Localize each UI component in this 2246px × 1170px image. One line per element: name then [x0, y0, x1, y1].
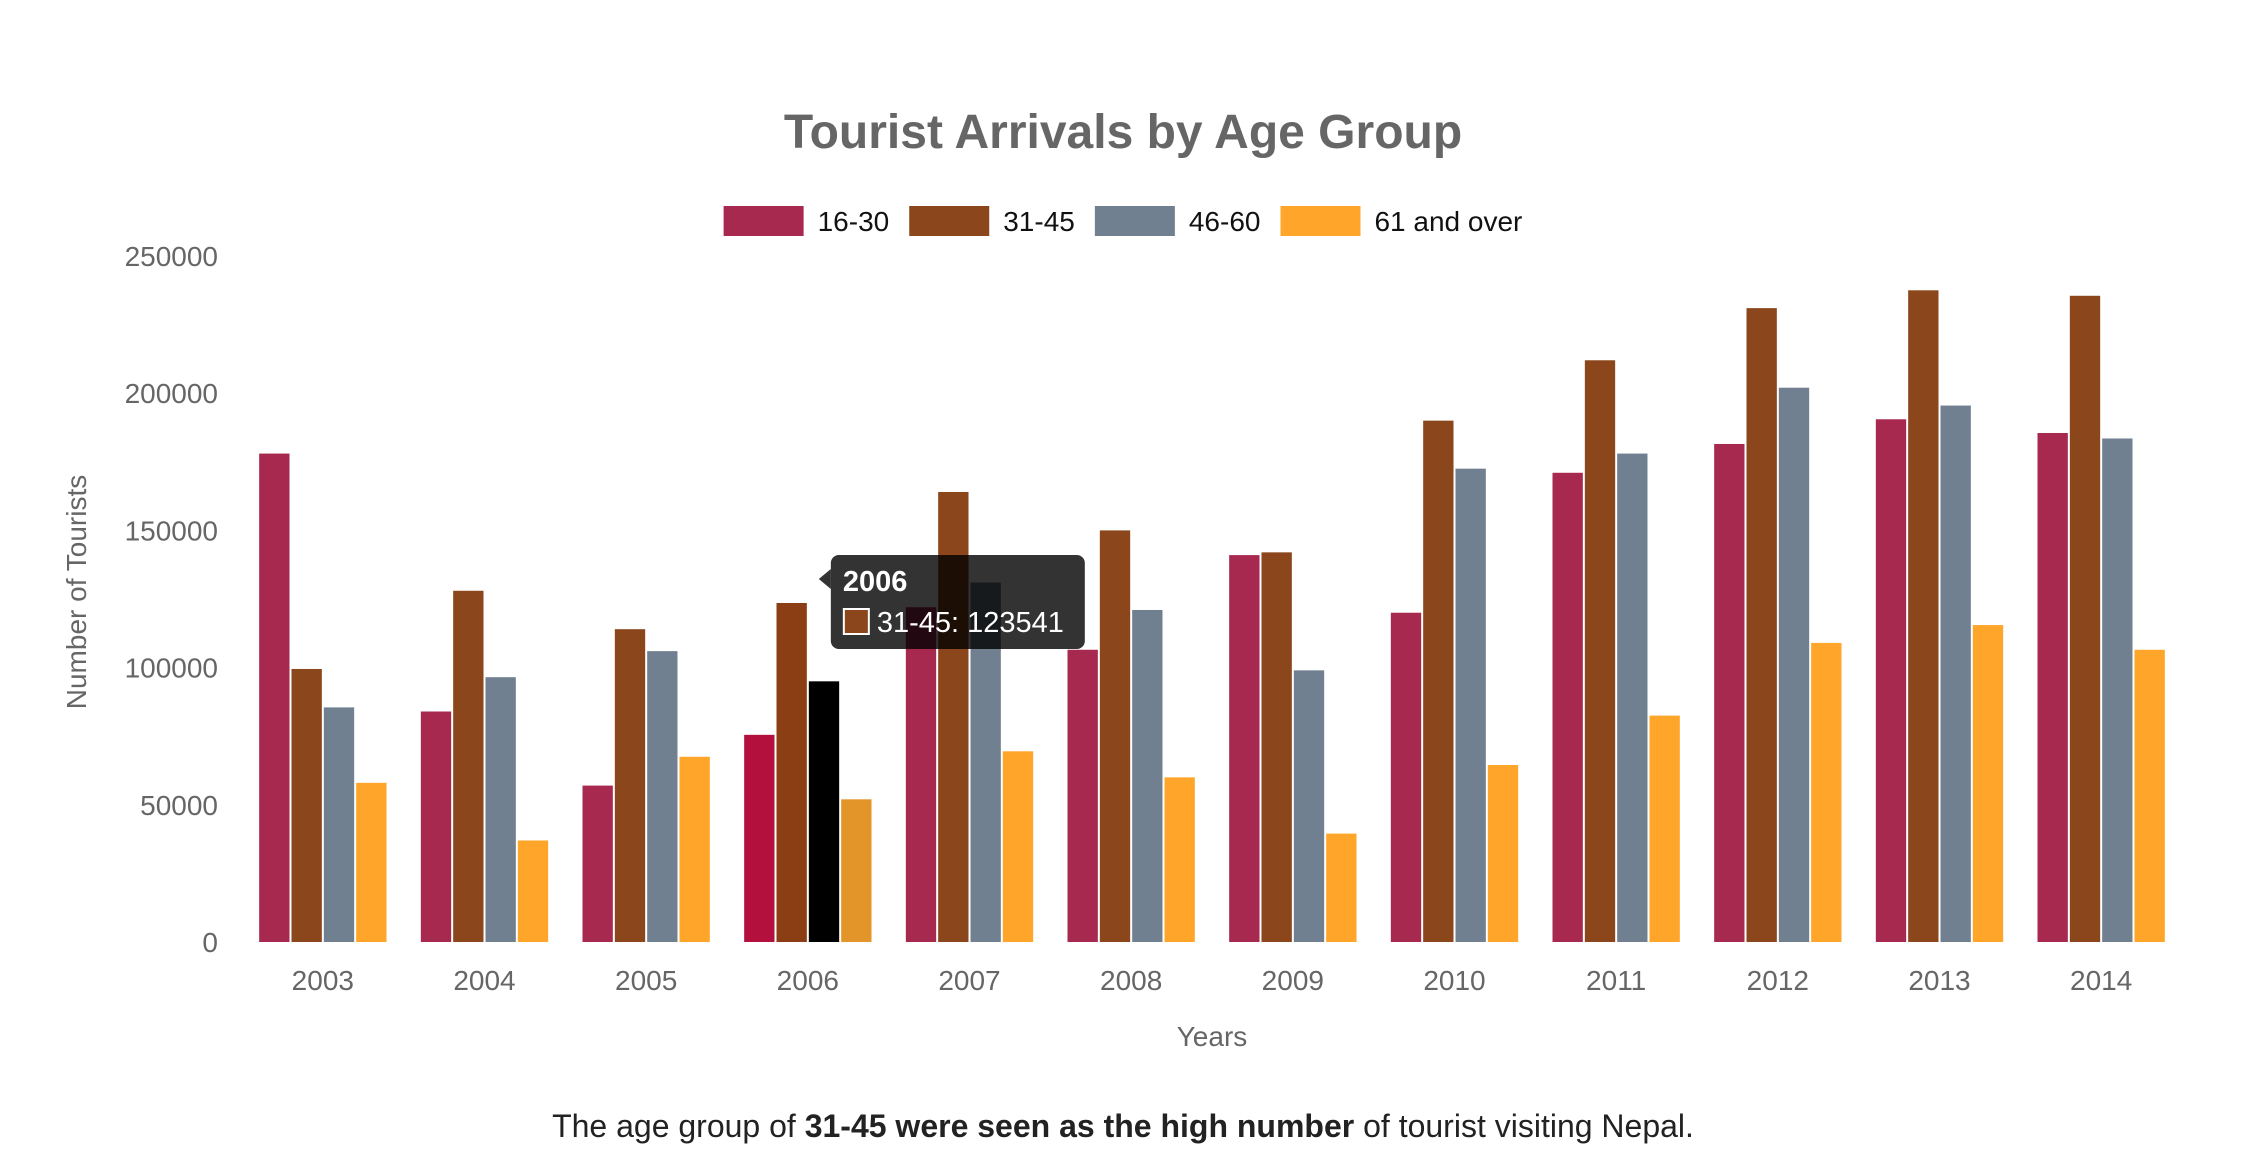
- x-tick-label: 2007: [938, 965, 1000, 996]
- bar[interactable]: [841, 799, 872, 942]
- bar[interactable]: [323, 707, 355, 942]
- legend-swatch: [1094, 206, 1175, 236]
- bar[interactable]: [1908, 290, 1939, 942]
- x-tick-label: 2003: [292, 965, 354, 996]
- x-axis-title: Years: [1177, 1021, 1248, 1052]
- bar[interactable]: [485, 677, 516, 942]
- bar[interactable]: [1099, 530, 1131, 942]
- bar[interactable]: [1229, 555, 1260, 942]
- bar[interactable]: [1067, 649, 1098, 942]
- bar[interactable]: [1132, 609, 1163, 942]
- caption-prefix: The age group of: [552, 1108, 805, 1144]
- legend-swatch: [909, 206, 990, 236]
- legend: 16-30 31-45 46-60 61 and over: [723, 206, 1522, 237]
- bar[interactable]: [614, 629, 646, 942]
- bar[interactable]: [2037, 432, 2068, 942]
- y-tick-label: 50000: [140, 790, 218, 821]
- chart-title: Tourist Arrivals by Age Group: [784, 106, 1462, 159]
- bar[interactable]: [2102, 438, 2133, 942]
- bar[interactable]: [905, 607, 937, 942]
- y-tick-label: 250000: [125, 241, 218, 272]
- bar[interactable]: [1552, 472, 1583, 942]
- x-tick-label: 2004: [453, 965, 515, 996]
- bar[interactable]: [1455, 468, 1486, 942]
- bar[interactable]: [1423, 420, 1454, 942]
- legend-label: 46-60: [1189, 206, 1261, 237]
- legend-swatch: [723, 206, 804, 236]
- tooltip-label: 31-45: 123541: [877, 607, 1064, 639]
- bar[interactable]: [259, 453, 290, 942]
- tooltip-box: [830, 555, 1085, 650]
- bar[interactable]: [517, 840, 549, 942]
- chart: Tourist Arrivals by Age Group 16-30 31-45…: [61, 106, 2165, 1052]
- bar[interactable]: [744, 734, 775, 942]
- x-tick-label: 2005: [615, 965, 677, 996]
- bar[interactable]: [453, 590, 484, 942]
- bar[interactable]: [1746, 308, 1777, 942]
- bar[interactable]: [1940, 405, 1971, 943]
- bar[interactable]: [1617, 453, 1648, 942]
- bar[interactable]: [1487, 765, 1519, 942]
- bar[interactable]: [420, 711, 452, 942]
- tooltip-caret: [818, 569, 831, 590]
- legend-label: 16-30: [818, 206, 890, 237]
- bar[interactable]: [1293, 670, 1325, 942]
- bar[interactable]: [679, 756, 710, 942]
- bar[interactable]: [291, 668, 322, 942]
- x-tick-label: 2008: [1100, 965, 1162, 996]
- x-tick-label: 2009: [1262, 965, 1324, 996]
- bar[interactable]: [1584, 360, 1616, 943]
- x-axis: 2003 2004 2005 2006 2007 2008 2009 2010 2011 2012…: [292, 965, 2133, 996]
- tooltip-swatch: [842, 608, 870, 636]
- bar[interactable]: [2134, 649, 2165, 942]
- bar[interactable]: [2069, 295, 2101, 943]
- x-tick-label: 2006: [777, 965, 839, 996]
- legend-item[interactable]: 46-60: [1094, 206, 1261, 237]
- legend-item[interactable]: 31-45: [909, 206, 1075, 237]
- x-tick-label: 2014: [2070, 965, 2132, 996]
- bar[interactable]: [1164, 777, 1195, 942]
- legend-label: 31-45: [1003, 206, 1075, 237]
- bar[interactable]: [1811, 642, 1842, 942]
- x-tick-label: 2013: [1908, 965, 1970, 996]
- legend-item[interactable]: 16-30: [723, 206, 890, 237]
- bar[interactable]: [1261, 552, 1292, 942]
- x-tick-label: 2012: [1747, 965, 1809, 996]
- y-axis: 0 50000 100000 150000 200000 250000: [125, 241, 218, 958]
- x-tick-label: 2011: [1586, 965, 1646, 996]
- bar[interactable]: [1714, 443, 1745, 942]
- legend-item[interactable]: 61 and over: [1280, 206, 1522, 237]
- y-tick-label: 200000: [125, 378, 218, 409]
- bars: [259, 290, 2165, 943]
- bar[interactable]: [1649, 715, 1680, 942]
- y-tick-label: 0: [202, 927, 218, 958]
- y-tick-label: 150000: [125, 515, 218, 546]
- caption-suffix: of tourist visiting Nepal.: [1354, 1108, 1694, 1144]
- x-tick-label: 2010: [1423, 965, 1485, 996]
- bar[interactable]: [1390, 612, 1422, 942]
- bar[interactable]: [1778, 387, 1810, 942]
- bar[interactable]: [356, 782, 387, 942]
- y-axis-title: Number of Tourists: [61, 475, 92, 709]
- legend-label: 61 and over: [1374, 206, 1522, 237]
- bar[interactable]: [582, 785, 613, 942]
- legend-swatch: [1280, 206, 1361, 236]
- bar[interactable]: [808, 681, 840, 942]
- bar[interactable]: [647, 651, 678, 942]
- bar[interactable]: [1875, 419, 1907, 942]
- bar[interactable]: [776, 603, 807, 942]
- bar[interactable]: [1002, 751, 1034, 942]
- caption-bold: 31-45 were seen as the high number: [804, 1108, 1355, 1144]
- y-tick-label: 100000: [125, 653, 218, 684]
- bar[interactable]: [1972, 625, 2004, 942]
- caption: The age group of 31-45 were seen as the …: [0, 1108, 2246, 1145]
- tooltip-title: 2006: [843, 566, 908, 598]
- tooltip: 2006 31-45: 123541: [818, 555, 1085, 650]
- bar[interactable]: [1326, 833, 1357, 942]
